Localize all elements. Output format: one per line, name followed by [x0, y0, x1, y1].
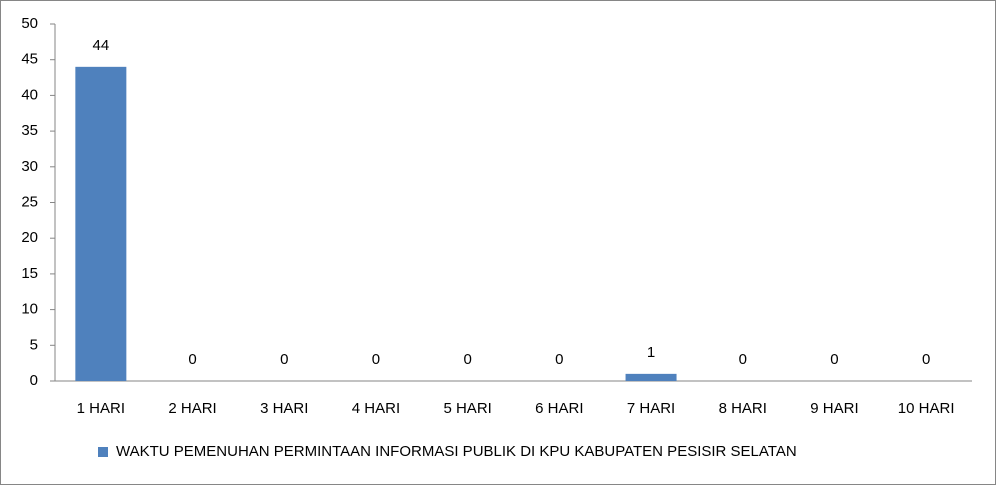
y-tick-label: 40 — [21, 86, 38, 103]
y-tick-label: 20 — [21, 229, 38, 246]
bar — [625, 373, 677, 381]
legend-swatch — [98, 447, 108, 457]
y-tick-label: 25 — [21, 193, 38, 210]
data-label: 0 — [555, 351, 563, 368]
data-label: 0 — [463, 351, 471, 368]
x-tick-label: 8 HARI — [719, 400, 767, 417]
data-label: 0 — [922, 351, 930, 368]
y-tick-label: 50 — [21, 15, 38, 32]
x-tick-label: 3 HARI — [260, 400, 308, 417]
data-label: 0 — [830, 351, 838, 368]
data-label: 1 — [647, 344, 655, 361]
legend-label: WAKTU PEMENUHAN PERMINTAAN INFORMASI PUB… — [116, 443, 797, 460]
y-tick-label: 5 — [30, 336, 38, 353]
x-tick-label: 5 HARI — [443, 400, 491, 417]
data-label: 0 — [739, 351, 747, 368]
x-tick-label: 1 HARI — [77, 400, 125, 417]
x-tick-label: 4 HARI — [352, 400, 400, 417]
y-tick-label: 45 — [21, 51, 38, 68]
bar — [75, 66, 127, 381]
data-label: 0 — [372, 351, 380, 368]
y-tick-label: 30 — [21, 158, 38, 175]
data-label: 0 — [188, 351, 196, 368]
y-tick-label: 15 — [21, 265, 38, 282]
data-label: 44 — [93, 37, 110, 54]
data-label: 0 — [280, 351, 288, 368]
x-tick-label: 9 HARI — [810, 400, 858, 417]
x-tick-label: 2 HARI — [168, 400, 216, 417]
x-tick-label: 6 HARI — [535, 400, 583, 417]
x-tick-label: 10 HARI — [898, 400, 955, 417]
y-tick-label: 35 — [21, 122, 38, 139]
x-tick-label: 7 HARI — [627, 400, 675, 417]
y-tick-label: 0 — [30, 372, 38, 389]
y-tick-label: 10 — [21, 301, 38, 318]
